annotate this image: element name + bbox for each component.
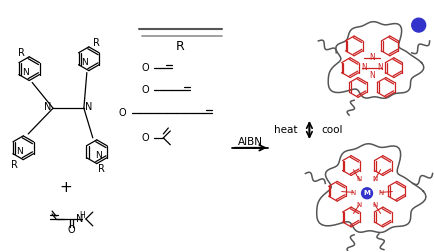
Text: R: R [175, 40, 184, 53]
Text: N: N [368, 53, 374, 62]
Text: H: H [79, 210, 85, 219]
Text: R: R [18, 48, 25, 58]
Text: M: M [363, 190, 370, 196]
Text: heat: heat [273, 125, 297, 135]
Text: R: R [11, 160, 18, 170]
Text: O: O [141, 133, 149, 143]
Text: N: N [378, 190, 383, 196]
Text: N: N [22, 68, 29, 77]
Text: AIBN: AIBN [238, 137, 263, 147]
Text: N: N [376, 63, 382, 72]
Text: N: N [372, 176, 377, 182]
Circle shape [361, 188, 372, 199]
Text: N: N [355, 176, 361, 182]
Text: R: R [93, 38, 100, 48]
Circle shape [411, 18, 425, 32]
Text: +: + [59, 180, 72, 195]
Text: N: N [95, 151, 102, 160]
Text: M: M [414, 22, 421, 28]
Text: N: N [16, 147, 23, 156]
Text: N: N [85, 102, 92, 112]
Text: cool: cool [321, 125, 342, 135]
Text: N: N [350, 190, 355, 196]
Text: N: N [44, 102, 52, 112]
Text: N: N [372, 202, 377, 208]
Text: O: O [141, 63, 149, 73]
Text: O: O [118, 108, 126, 118]
Text: N: N [355, 202, 361, 208]
Text: N: N [368, 71, 374, 80]
Text: N: N [81, 58, 88, 67]
Text: O: O [141, 85, 149, 96]
Text: N: N [76, 214, 83, 224]
Text: R: R [98, 164, 105, 174]
Text: O: O [67, 225, 75, 235]
Text: N: N [360, 63, 366, 72]
